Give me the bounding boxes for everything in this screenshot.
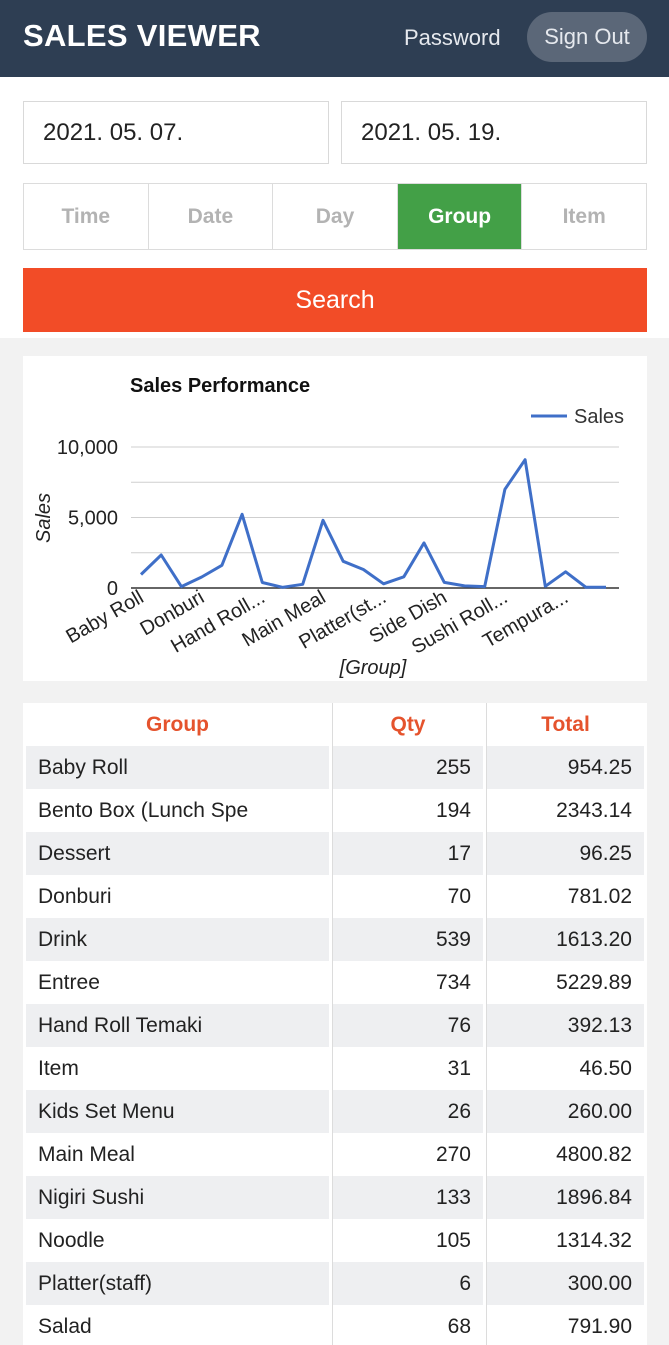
- cell-group: Bento Box (Lunch Spe: [38, 798, 249, 822]
- cell-qty: 539: [332, 918, 483, 961]
- report-type-tabs: Time Date Day Group Item: [23, 183, 647, 250]
- cell-qty: 255: [332, 746, 483, 789]
- cell-total: 2343.14: [486, 789, 644, 832]
- cell-group: Drink: [26, 918, 329, 961]
- cell-group: Donburi: [38, 884, 112, 908]
- tab-day[interactable]: Day: [273, 184, 398, 249]
- cell-total: 1896.84: [486, 1176, 644, 1219]
- table-row[interactable]: Platter(staff) 6 300.00: [26, 1262, 644, 1305]
- y-axis-ticks: 10,000 5,000 0: [57, 437, 118, 600]
- tab-date[interactable]: Date: [149, 184, 274, 249]
- table-row[interactable]: Nigiri Sushi 133 1896.84: [26, 1176, 644, 1219]
- cell-total: 954.25: [486, 746, 644, 789]
- table-row[interactable]: Item 31 46.50: [26, 1047, 644, 1090]
- table-row[interactable]: Entree 734 5229.89: [26, 961, 644, 1004]
- table-row[interactable]: Salad 68 791.90: [26, 1305, 644, 1345]
- sales-chart-card: Sales Performance Sales 10,000 5,000 0 Sal…: [23, 356, 647, 681]
- table-row[interactable]: Drink 539 1613.20: [26, 918, 644, 961]
- sales-series-line: [139, 458, 607, 589]
- y-axis-label: Sales: [33, 493, 55, 543]
- cell-qty: 6: [332, 1262, 483, 1305]
- app-title: SALES VIEWER: [23, 18, 261, 53]
- table-row[interactable]: Main Meal 270 4800.82: [26, 1133, 644, 1176]
- cell-total: 392.13: [486, 1004, 644, 1047]
- password-link[interactable]: Password: [404, 25, 501, 50]
- legend-label: Sales: [574, 406, 624, 428]
- cell-qty: 734: [332, 961, 483, 1004]
- search-button[interactable]: Search: [23, 268, 647, 332]
- cell-group: Salad: [38, 1314, 92, 1338]
- chart-title: Sales Performance: [130, 375, 310, 397]
- cell-group: Hand Roll Temaki: [26, 1004, 329, 1047]
- tab-item[interactable]: Item: [562, 205, 606, 228]
- cell-group: Dessert: [26, 832, 329, 875]
- cell-qty: 70: [332, 875, 483, 918]
- cell-total: 1314.32: [486, 1219, 644, 1262]
- chart-grid: [131, 446, 619, 589]
- cell-group: Noodle: [38, 1228, 105, 1252]
- cell-qty: 270: [332, 1133, 483, 1176]
- start-date-input[interactable]: 2021. 05. 07.: [23, 101, 329, 164]
- cell-total: 791.90: [486, 1305, 644, 1345]
- table-row[interactable]: Baby Roll 255 954.25: [26, 746, 644, 789]
- top-bar: SALES VIEWER Password Sign Out: [0, 0, 669, 77]
- cell-qty: 194: [332, 789, 483, 832]
- cell-group: Entree: [38, 970, 100, 994]
- column-header-group[interactable]: Group: [146, 712, 209, 736]
- table-row[interactable]: Bento Box (Lunch Spe 194 2343.14: [26, 789, 644, 832]
- end-date-input[interactable]: 2021. 05. 19.: [341, 101, 647, 164]
- table-row[interactable]: Noodle 105 1314.32: [26, 1219, 644, 1262]
- cell-group: Baby Roll: [26, 746, 329, 789]
- cell-qty: 26: [332, 1090, 483, 1133]
- column-header-total[interactable]: Total: [486, 703, 644, 746]
- y-tick-label: 5,000: [68, 508, 118, 530]
- y-tick-label: 10,000: [57, 437, 118, 459]
- cell-total: 5229.89: [486, 961, 644, 1004]
- cell-qty: 68: [332, 1305, 483, 1345]
- cell-total: 96.25: [486, 832, 644, 875]
- cell-qty: 17: [332, 832, 483, 875]
- table-row[interactable]: Kids Set Menu 26 260.00: [26, 1090, 644, 1133]
- cell-group: Item: [38, 1056, 79, 1080]
- column-header-qty[interactable]: Qty: [332, 703, 483, 746]
- cell-qty: 133: [332, 1176, 483, 1219]
- table-row[interactable]: Hand Roll Temaki 76 392.13: [26, 1004, 644, 1047]
- cell-total: 300.00: [486, 1262, 644, 1305]
- y-tick-label: 0: [107, 578, 118, 600]
- table-row[interactable]: Dessert 17 96.25: [26, 832, 644, 875]
- cell-total: 1613.20: [486, 918, 644, 961]
- group-sales-table: Group Qty Total Baby Roll 255 954.25 Bento …: [23, 703, 647, 1345]
- cell-total: 4800.82: [486, 1133, 644, 1176]
- cell-group: Kids Set Menu: [26, 1090, 329, 1133]
- tab-group[interactable]: Group: [397, 184, 523, 249]
- sign-out-button[interactable]: Sign Out: [527, 12, 647, 62]
- cell-total: 46.50: [486, 1047, 644, 1090]
- cell-total: 260.00: [486, 1090, 644, 1133]
- sales-line-chart: Sales Performance Sales 10,000 5,000 0 Sal…: [33, 375, 624, 679]
- tab-time[interactable]: Time: [24, 184, 149, 249]
- x-tick-label: Baby Roll: [62, 586, 147, 648]
- cell-group: Main Meal: [38, 1142, 135, 1166]
- cell-total: 781.02: [486, 875, 644, 918]
- cell-group: Nigiri Sushi: [26, 1176, 329, 1219]
- cell-qty: 76: [332, 1004, 483, 1047]
- cell-qty: 31: [332, 1047, 483, 1090]
- table-row[interactable]: Donburi 70 781.02: [26, 875, 644, 918]
- x-axis-label: [Group]: [339, 657, 407, 679]
- cell-group: Platter(staff): [26, 1262, 329, 1305]
- cell-qty: 105: [332, 1219, 483, 1262]
